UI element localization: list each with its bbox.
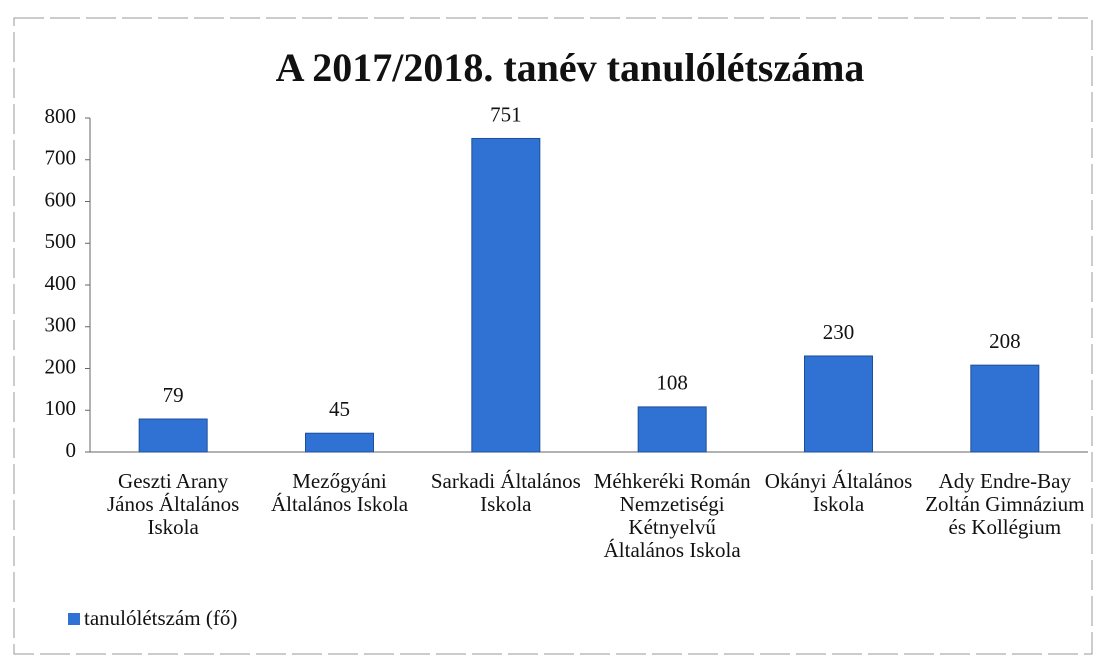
bar [970,364,1040,453]
bar [637,406,707,453]
y-tick-label: 500 [45,229,77,253]
value-label: 108 [656,371,688,395]
y-tick-label: 600 [45,187,77,211]
value-label: 79 [163,383,184,407]
chart-title: A 2017/2018. tanév tanulólétszáma [276,45,865,90]
x-tick-label: Mezőgyáni Általános Iskola [270,469,409,516]
y-tick-label: 100 [45,396,77,420]
chart-border [13,17,1093,655]
legend-label: tanulólétszám (fő) [84,606,238,630]
value-label: 230 [823,320,855,344]
y-tick-label: 300 [45,313,77,337]
x-tick-label: Okányi Általános Iskola [764,469,913,516]
x-tick-label: Geszti Arany János Általános Iskola [106,469,240,539]
legend-swatch [68,612,80,625]
y-tick-label: 0 [66,438,77,462]
bar [804,355,873,453]
bar [305,432,374,453]
y-tick-label: 200 [45,354,77,378]
y-tick-label: 800 [45,104,77,128]
x-tick-label: Sarkadi Általános Iskola [430,469,581,516]
y-tick-label: 400 [45,271,77,295]
bar [471,137,541,453]
y-tick-label: 700 [45,146,77,170]
value-label: 45 [329,397,350,421]
bar [138,418,208,453]
x-tick-label: Méhkeréki Román Nemzetiségi Kétnyelvű Ál… [593,469,751,562]
value-label: 208 [989,329,1021,353]
legend: tanulólétszám (fő) [68,606,237,631]
x-tick-label: Ady Endre-Bay Zoltán Gimnázium és Kollég… [925,469,1085,539]
value-label: 751 [490,102,522,126]
